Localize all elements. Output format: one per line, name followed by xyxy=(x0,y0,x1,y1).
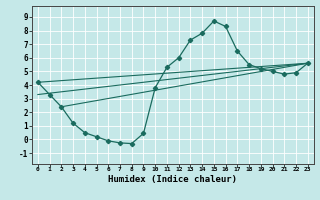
X-axis label: Humidex (Indice chaleur): Humidex (Indice chaleur) xyxy=(108,175,237,184)
